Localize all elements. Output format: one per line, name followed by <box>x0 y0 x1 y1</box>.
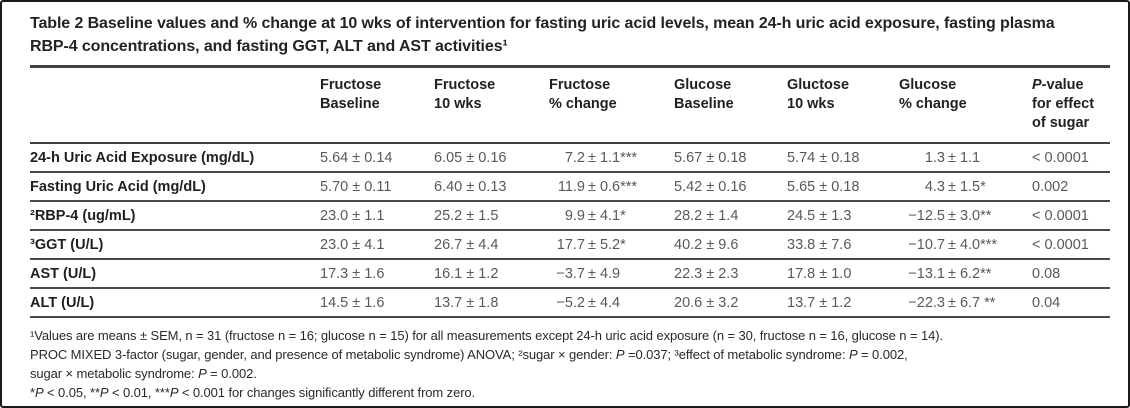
value-cell: 40.2 ± 9.6 <box>674 236 739 253</box>
value-cell: −13.1 ±6.2** <box>908 265 992 282</box>
value-cell: 17.8 ± 1.0 <box>787 265 852 282</box>
row-label: ²RBP-4 (ug/mL) <box>30 207 136 224</box>
value-cell: 20.6 ± 3.2 <box>674 294 739 311</box>
value-cell: 5.74 ± 0.18 <box>787 149 860 166</box>
footnote-line: ¹Values are means ± SEM, n = 31 (fructos… <box>30 328 943 343</box>
footnotes: ¹Values are means ± SEM, n = 31 (fructos… <box>30 318 1110 402</box>
column-header-glucose-baseline: Glucose Baseline <box>674 76 787 114</box>
pvalue-cell: < 0.0001 <box>1032 236 1089 253</box>
value-cell: 16.1 ± 1.2 <box>434 265 499 282</box>
value-cell: 6.05 ± 0.16 <box>434 149 507 166</box>
pvalue-cell: 0.08 <box>1032 265 1061 282</box>
value-cell: 26.7 ± 4.4 <box>434 236 499 253</box>
value-cell: 5.70 ± 0.11 <box>320 178 392 195</box>
value-cell: 33.8 ± 7.6 <box>787 236 852 253</box>
figure-content: Table 2 Baseline values and % change at … <box>2 2 1128 402</box>
value-cell: 14.5 ± 1.6 <box>320 294 385 311</box>
header-line: 10 wks <box>787 96 835 112</box>
pvalue-cell: < 0.0001 <box>1032 149 1089 166</box>
column-header-pvalue: P-value for effect of sugar <box>1032 76 1110 133</box>
row-label: Fasting Uric Acid (mg/dL) <box>30 178 206 195</box>
column-header-glucose-10wks: Gluctose 10 wks <box>787 76 899 114</box>
table-row: 24-h Uric Acid Exposure (mg/dL) 5.64 ± 0… <box>30 144 1110 173</box>
table-row: ³GGT (U/L) 23.0 ± 4.1 26.7 ± 4.4 17.7 ±5.… <box>30 231 1110 260</box>
row-label: ALT (U/L) <box>30 294 95 311</box>
value-cell: 11.9 ±0.6*** <box>557 178 638 195</box>
header-line: for effect <box>1032 96 1095 112</box>
header-line: of sugar <box>1032 115 1090 131</box>
header-line: P-value <box>1032 77 1084 93</box>
value-cell: 9.9 ±4.1* <box>564 207 626 224</box>
header-line: % change <box>899 96 967 112</box>
header-line: Fructose <box>434 77 496 93</box>
value-cell: −3.7 ±4.9 <box>556 265 621 282</box>
footnote-line: *P < 0.05, **P < 0.01, ***P < 0.001 for … <box>30 385 476 400</box>
header-line: 10 wks <box>434 96 482 112</box>
value-cell: 23.0 ± 4.1 <box>320 236 385 253</box>
value-cell: 28.2 ± 1.4 <box>674 207 739 224</box>
header-line: Fructose <box>549 77 611 93</box>
column-header-fructose-baseline: Fructose Baseline <box>320 76 434 114</box>
table-row: ALT (U/L) 14.5 ± 1.6 13.7 ± 1.8 −5.2 ±4.4… <box>30 289 1110 318</box>
value-cell: −22.3 ±6.7 ** <box>908 294 996 311</box>
header-line: Fructose <box>320 77 382 93</box>
header-line: Baseline <box>674 96 734 112</box>
header-line: Gluctose <box>787 77 850 93</box>
value-cell: 5.64 ± 0.14 <box>320 149 393 166</box>
pvalue-cell: 0.002 <box>1032 178 1069 195</box>
header-line: Glucose <box>899 77 957 93</box>
value-cell: −10.7 ±4.0*** <box>908 236 998 253</box>
value-cell: −12.5 ±3.0** <box>908 207 992 224</box>
title-rule <box>30 65 1110 68</box>
value-cell: 13.7 ± 1.2 <box>787 294 852 311</box>
value-cell: 22.3 ± 2.3 <box>674 265 739 282</box>
pvalue-cell: 0.04 <box>1032 294 1061 311</box>
footnote-line: sugar × metabolic syndrome: P = 0.002. <box>30 366 257 381</box>
pvalue-cell: < 0.0001 <box>1032 207 1089 224</box>
table-row: Fasting Uric Acid (mg/dL) 5.70 ± 0.11 6.… <box>30 173 1110 202</box>
value-cell: 1.3 ±1.1 <box>924 149 981 166</box>
value-cell: 25.2 ± 1.5 <box>434 207 499 224</box>
value-cell: 17.3 ± 1.6 <box>320 265 385 282</box>
column-header-fructose-pct-change: Fructose % change <box>549 76 674 114</box>
row-label: ³GGT (U/L) <box>30 236 104 253</box>
table-header-row: Fructose Baseline Fructose 10 wks Fructo… <box>30 68 1110 144</box>
column-header-fructose-10wks: Fructose 10 wks <box>434 76 549 114</box>
table-row: ²RBP-4 (ug/mL) 23.0 ± 1.1 25.2 ± 1.5 9.9… <box>30 202 1110 231</box>
value-cell: 5.65 ± 0.18 <box>787 178 860 195</box>
row-label: AST (U/L) <box>30 265 97 282</box>
value-cell: 5.42 ± 0.16 <box>674 178 747 195</box>
table-row: AST (U/L) 17.3 ± 1.6 16.1 ± 1.2 −3.7 ±4.9… <box>30 260 1110 289</box>
value-cell: 17.7 ±5.2* <box>556 236 626 253</box>
row-label: 24-h Uric Acid Exposure (mg/dL) <box>30 149 255 166</box>
value-cell: 6.40 ± 0.13 <box>434 178 507 195</box>
header-line: % change <box>549 96 617 112</box>
value-cell: 4.3 ±1.5* <box>924 178 986 195</box>
header-line: Baseline <box>320 96 380 112</box>
value-cell: 5.67 ± 0.18 <box>674 149 747 166</box>
value-cell: 13.7 ± 1.8 <box>434 294 499 311</box>
value-cell: −5.2 ±4.4 <box>556 294 621 311</box>
value-cell: 24.5 ± 1.3 <box>787 207 852 224</box>
table-title: Table 2 Baseline values and % change at … <box>30 15 1055 55</box>
column-header-glucose-pct-change: Glucose % change <box>899 76 1032 114</box>
footnote-line: PROC MIXED 3-factor (sugar, gender, and … <box>30 347 908 362</box>
value-cell: 7.2 ±1.1*** <box>564 149 638 166</box>
header-line: Glucose <box>674 77 732 93</box>
value-cell: 23.0 ± 1.1 <box>320 207 385 224</box>
